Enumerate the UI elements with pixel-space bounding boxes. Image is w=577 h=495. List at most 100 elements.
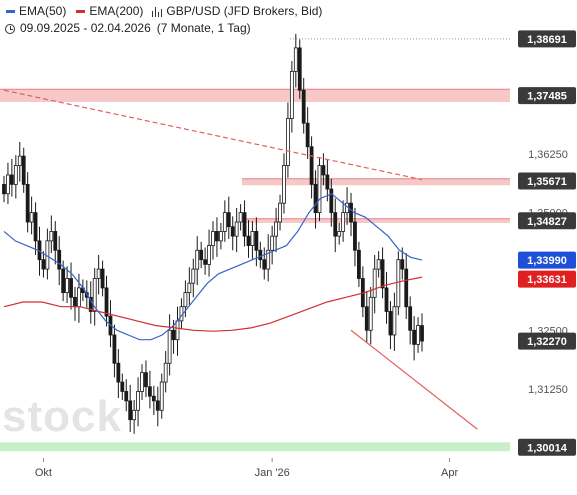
x-tick-label: Apr: [441, 467, 458, 479]
candle-body: [357, 249, 361, 279]
candle-body: [404, 268, 409, 308]
candle-body: [372, 268, 377, 298]
candle-body: [13, 165, 18, 185]
price-tag-level: 1,37485: [518, 87, 576, 105]
candle-body: [207, 245, 211, 265]
candle-body: [136, 391, 140, 411]
candle-body: [88, 296, 93, 312]
price-tag-label: 1,37485: [527, 91, 567, 103]
ema200-swatch: [76, 10, 86, 13]
price-tag-box: [518, 30, 576, 48]
price-tag-box: [518, 172, 576, 190]
candle-body: [274, 221, 278, 237]
candle-body: [124, 391, 129, 402]
date-range: 09.09.2025 - 02.04.2026: [20, 21, 151, 35]
candle-body: [222, 212, 227, 232]
candle-body: [416, 325, 420, 345]
candle-body: [317, 165, 322, 214]
x-tick-label: Okt: [35, 467, 52, 479]
resistance-zone: [0, 89, 510, 103]
candle-body: [163, 362, 168, 383]
resistance-zone: [242, 218, 510, 223]
price-tag-box: [518, 438, 576, 456]
candle-body: [293, 47, 298, 72]
candle-body: [167, 329, 172, 364]
candle-body: [384, 287, 389, 312]
candle-body: [49, 231, 54, 242]
candle-body: [282, 165, 286, 204]
price-tag-label: 1,32270: [527, 336, 567, 348]
candle-body: [148, 386, 152, 397]
candle-body: [337, 231, 342, 237]
candle-body: [155, 400, 160, 411]
x-tick-label: Jan '26: [255, 467, 290, 479]
candle-body: [278, 202, 282, 223]
ema50-swatch: [6, 10, 15, 13]
candle-body: [187, 282, 192, 294]
candle-body: [254, 231, 259, 251]
price-tag-label: 1,34827: [527, 216, 567, 228]
candle-body: [175, 320, 180, 341]
candle-body: [341, 212, 346, 232]
candle-body: [61, 268, 66, 294]
candle-body: [53, 231, 58, 251]
candle-body: [116, 362, 121, 383]
candle-body: [104, 287, 109, 317]
range-detail: (7 Monate, 1 Tag): [156, 21, 251, 35]
instrument-label: GBP/USD (JFD Brokers, Bid): [166, 4, 323, 18]
candle-body: [2, 183, 6, 195]
candle-body: [380, 259, 385, 289]
candle-body: [96, 268, 101, 279]
legend-row-indicators: EMA(50) EMA(200) GBP/USD (JFD Brokers, B…: [4, 3, 322, 20]
candle-body: [41, 259, 46, 270]
candle-body: [396, 259, 401, 308]
candle-body: [65, 278, 69, 294]
candle-body: [132, 409, 137, 421]
price-tag-ema200: 1,33631: [518, 270, 576, 288]
candle-body: [230, 226, 235, 237]
price-tag-level: 1,38691: [518, 30, 576, 48]
candle-body: [262, 259, 267, 270]
price-tag-level: 1,35671: [518, 172, 576, 190]
ema50-line: [3, 193, 423, 341]
candle-body: [412, 329, 417, 345]
candle-body: [73, 296, 77, 308]
candle-body: [309, 146, 314, 185]
price-tag-level: 1,30014: [518, 438, 576, 456]
ema200-label[interactable]: EMA(200): [89, 4, 144, 18]
candle-body: [353, 221, 357, 251]
candle-body: [69, 278, 73, 298]
candle-body: [408, 306, 413, 331]
candle-body: [301, 89, 306, 124]
ema50-label[interactable]: EMA(50): [19, 4, 67, 18]
y-tick-label: 1,36250: [528, 149, 568, 161]
candle-body: [151, 395, 156, 402]
candle-body: [238, 212, 243, 223]
candle-body: [289, 71, 294, 119]
candle-body: [171, 329, 176, 341]
price-tag-box: [518, 212, 576, 230]
candle-body: [120, 381, 125, 392]
price-tag-label: 1,30014: [527, 442, 568, 454]
resistance-trend-line: [3, 89, 423, 181]
candle-body: [218, 231, 223, 242]
price-tag-level: 1,34827: [518, 212, 576, 230]
candle-body: [21, 155, 26, 185]
candle-body: [226, 212, 231, 228]
candle-body: [9, 174, 14, 185]
candle-body: [329, 188, 334, 214]
candle-body: [250, 231, 255, 246]
price-tag-box: [518, 270, 576, 288]
candle-body: [211, 231, 215, 246]
candles-group: [2, 33, 424, 434]
price-tag-label: 1,33631: [527, 274, 567, 286]
candle-body: [270, 235, 275, 251]
candle-body: [349, 202, 353, 223]
candle-body: [199, 249, 204, 261]
candle-body: [388, 311, 393, 336]
candle-body: [376, 259, 381, 270]
resistance-zone: [242, 178, 510, 186]
candle-body: [420, 325, 424, 342]
candle-body: [6, 174, 10, 195]
